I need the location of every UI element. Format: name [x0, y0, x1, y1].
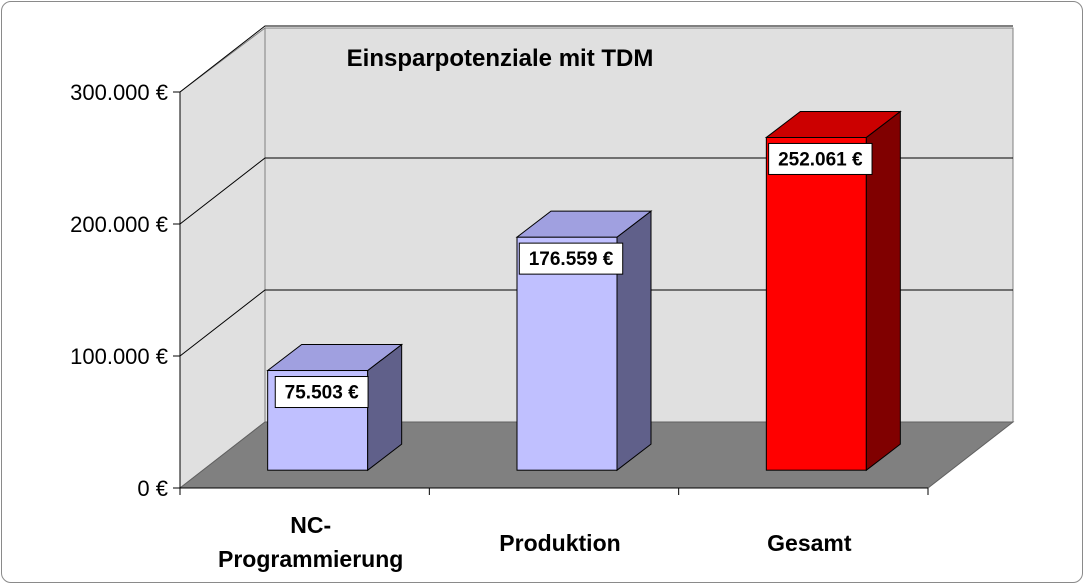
- gridline: [179, 289, 1013, 357]
- gridline: [179, 157, 1013, 225]
- bar-front: [765, 136, 867, 471]
- y-tick-label: 300.000 €: [70, 80, 168, 105]
- bar: 252.061 €: [764, 110, 902, 472]
- bar: 75.503 €: [266, 343, 404, 472]
- data-label-box: [518, 242, 624, 275]
- gridlines: [179, 25, 1013, 357]
- bar-top: [515, 210, 653, 238]
- bars: 75.503 € 176.559 € 252.061 €: [266, 110, 902, 472]
- chart-title: Einsparpotenziale mit TDM: [347, 45, 654, 72]
- x-category-label: Produktion: [499, 530, 620, 556]
- data-label: 176.559 €: [529, 249, 614, 270]
- x-category-label: Programmierung: [218, 546, 403, 572]
- y-tick-label: 0 €: [137, 476, 168, 501]
- bar-front: [516, 236, 618, 471]
- data-label-box: [768, 142, 873, 175]
- bar: 176.559 €: [515, 210, 653, 472]
- data-label-box: [274, 376, 369, 409]
- bar-top: [266, 344, 404, 372]
- x-category-label: Gesamt: [767, 530, 852, 556]
- y-tick-label: 200.000 €: [70, 212, 168, 237]
- y-tick-label: 100.000 €: [70, 344, 168, 369]
- gridline: [179, 25, 1013, 93]
- x-category-label: NC-: [290, 512, 331, 538]
- axes: 0 € 100.000 € 200.000 € 300.000 € NC- Program…: [70, 80, 929, 572]
- data-label: 252.061 €: [778, 149, 863, 170]
- chart-side-wall: [179, 26, 266, 490]
- bar-top: [764, 110, 902, 138]
- data-label: 75.503 €: [285, 383, 359, 404]
